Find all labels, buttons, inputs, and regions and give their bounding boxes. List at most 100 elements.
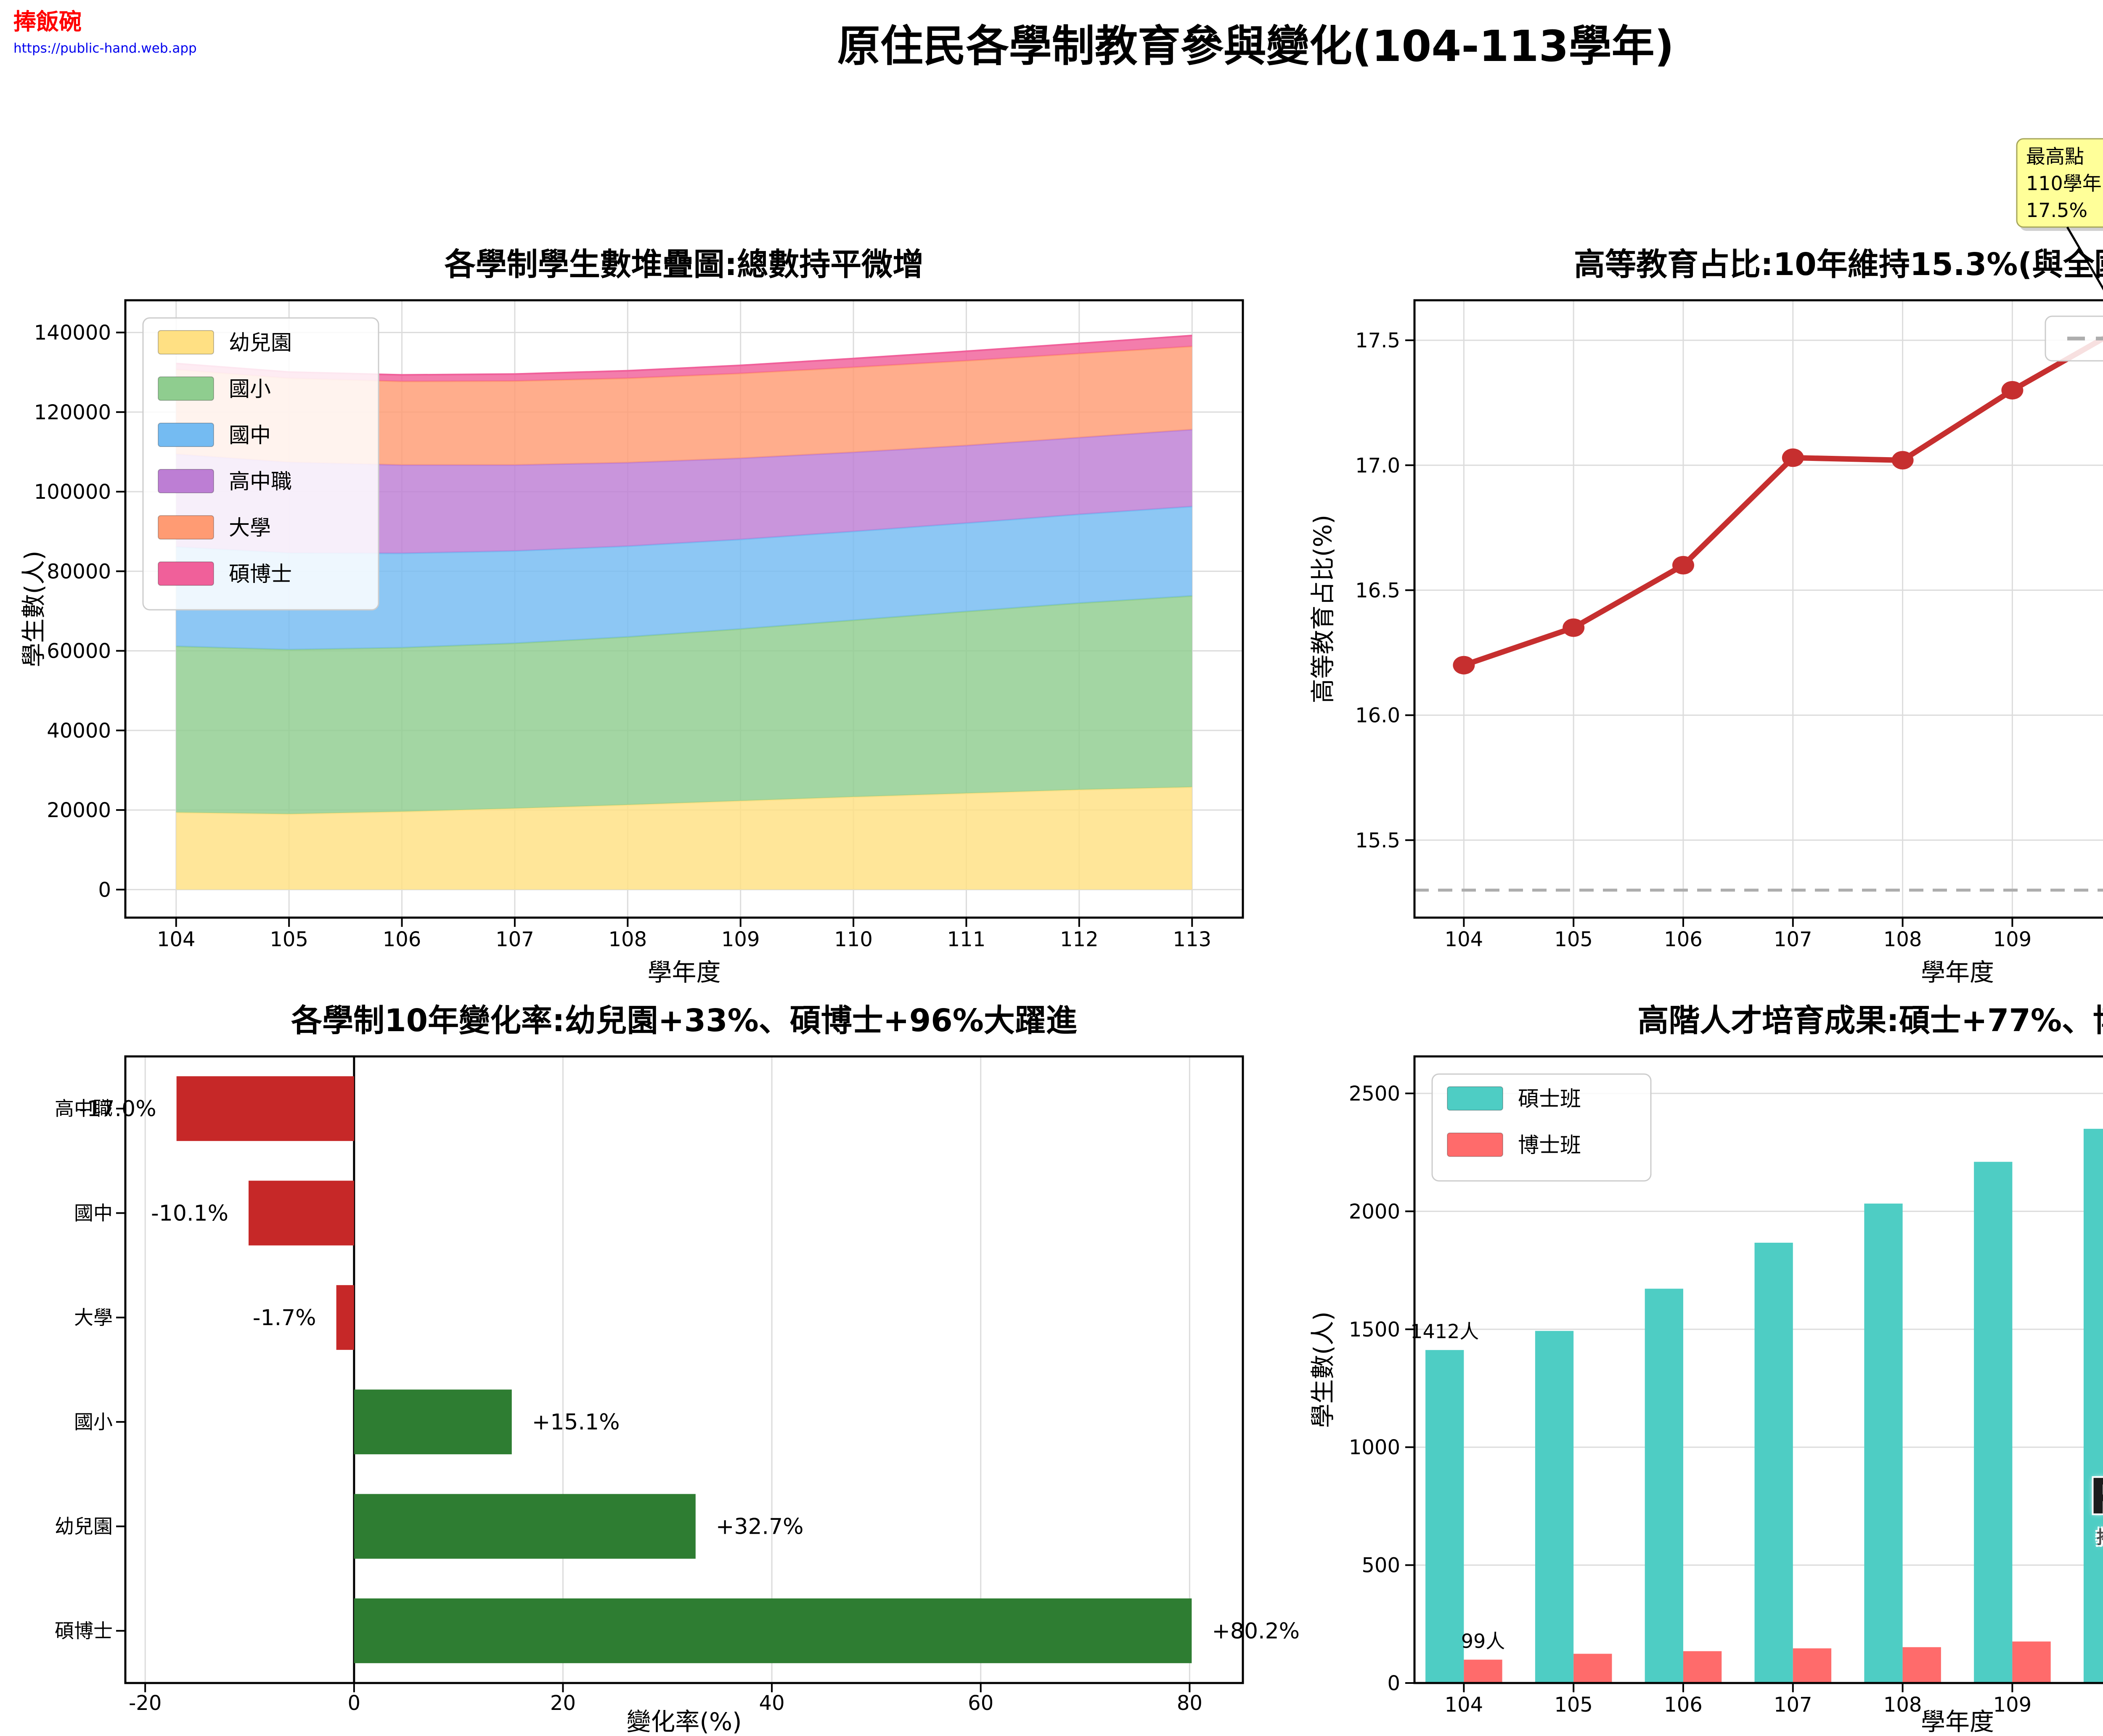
y-tick-label: 16.5 bbox=[1355, 579, 1400, 602]
trend-line bbox=[1461, 335, 2103, 668]
legend-label: 幼兒園 bbox=[229, 331, 292, 355]
bar-doctoral bbox=[1683, 1651, 1722, 1683]
data-point bbox=[1453, 656, 1475, 675]
y-axis-label: 高等教育占比(%) bbox=[1308, 515, 1337, 703]
legend-swatch bbox=[1447, 1133, 1503, 1157]
y-tick-label: 0 bbox=[1387, 1672, 1400, 1695]
axes-spine bbox=[124, 299, 1244, 919]
legend-swatch bbox=[158, 423, 214, 447]
bar-masters bbox=[1974, 1162, 2013, 1683]
hbar bbox=[176, 1076, 354, 1141]
bar-count-label: 1412人 bbox=[1410, 1320, 1479, 1343]
hbar bbox=[336, 1285, 354, 1350]
y-tick-label: 120000 bbox=[34, 401, 111, 424]
area-layer bbox=[176, 506, 1192, 650]
bar-masters bbox=[1754, 1243, 1793, 1683]
x-axis-label: 學年度 bbox=[1921, 1707, 1994, 1736]
bar-doctoral bbox=[1464, 1659, 1502, 1683]
category-tick-label: 國小 bbox=[74, 1410, 113, 1433]
area-layer bbox=[176, 596, 1192, 814]
x-tick-label: 20 bbox=[550, 1691, 576, 1715]
bar-value-label: +32.7% bbox=[716, 1514, 804, 1540]
area-layer bbox=[176, 429, 1192, 553]
legend: 104學年基準(15.3%) bbox=[2045, 315, 2103, 362]
annotation-line: 17.5% bbox=[2026, 199, 2087, 222]
x-tick-label: 106 bbox=[1664, 1693, 1703, 1717]
brand: 捧飯碗 https://public-hand.web.app bbox=[13, 9, 197, 56]
bar-masters bbox=[2083, 1129, 2103, 1683]
category-tick-label: 國中 bbox=[74, 1202, 113, 1225]
x-tick-label: 107 bbox=[1774, 1693, 1812, 1717]
bar-doctoral bbox=[1573, 1654, 1612, 1683]
y-tick-label: 140000 bbox=[34, 321, 111, 345]
x-tick-label: 111 bbox=[947, 928, 986, 951]
chart-title: 高階人才培育成果:碩士+77%、博士+128% bbox=[1637, 1003, 2103, 1039]
axes-spine bbox=[1413, 1055, 2103, 1684]
y-tick-label: 1500 bbox=[1349, 1318, 1400, 1342]
chart-title: 高等教育占比:10年維持15.3%(與全國30.7%差距大) bbox=[1574, 246, 2103, 283]
x-tick-label: 0 bbox=[348, 1691, 361, 1715]
legend-label: 高中職 bbox=[229, 469, 292, 494]
legend-swatch bbox=[1447, 1086, 1503, 1111]
x-tick-label: 60 bbox=[968, 1691, 993, 1715]
bar-masters bbox=[1645, 1289, 1683, 1683]
x-tick-label: 108 bbox=[1883, 928, 1922, 951]
stacked-area-chart: 104 105 106 107 108 109 110 111 112 113 0 20000 4000… bbox=[19, 246, 1244, 987]
y-tick-label: 15.5 bbox=[1355, 829, 1400, 852]
y-tick-label: 80000 bbox=[47, 560, 111, 583]
x-axis-label: 學年度 bbox=[1921, 958, 1994, 987]
annotation: 最高點 110學年 17.5% bbox=[2016, 138, 2103, 291]
y-tick-label: 0 bbox=[98, 878, 111, 902]
bar-value-label: +15.1% bbox=[532, 1410, 620, 1435]
annotation-line: 最高點 bbox=[2026, 145, 2084, 168]
x-tick-label: 104 bbox=[157, 928, 196, 951]
annotation-arrow-line bbox=[2066, 226, 2103, 291]
legend-label: 碩博士 bbox=[229, 562, 292, 586]
x-tick-label: 107 bbox=[1774, 928, 1812, 951]
y-tick-label: 17.0 bbox=[1355, 454, 1400, 477]
axes-spine bbox=[124, 1055, 1244, 1684]
x-tick-label: 110 bbox=[834, 928, 873, 951]
legend-label: 大學 bbox=[229, 516, 271, 540]
graduate-growth-chart: 1041051061071081091101111121130500100015… bbox=[1308, 1003, 2103, 1736]
legend-swatch bbox=[158, 561, 214, 586]
bar-value-label: +80.2% bbox=[1212, 1619, 1300, 1644]
x-tick-label: 108 bbox=[1883, 1693, 1922, 1717]
x-tick-label: 80 bbox=[1177, 1691, 1202, 1715]
y-tick-label: 60000 bbox=[47, 640, 111, 663]
x-tick-label: 105 bbox=[1554, 928, 1593, 951]
y-tick-label: 17.5 bbox=[1355, 329, 1400, 352]
bar-value-label: -17.0% bbox=[79, 1096, 156, 1122]
x-tick-label: 113 bbox=[1173, 928, 1211, 951]
category-tick-label: 高中職 bbox=[55, 1097, 113, 1120]
hbar bbox=[354, 1494, 696, 1559]
area-layer bbox=[176, 787, 1192, 890]
x-tick-label: 108 bbox=[608, 928, 647, 951]
change-rate-chart: 高中職-17.0% 國中 -10.1% 大學 -1.7% 國小 +15.1% 幼兒園 +32.7… bbox=[55, 1003, 1300, 1736]
legend-label: 國中 bbox=[229, 423, 271, 447]
y-axis-label: 學生數(人) bbox=[19, 550, 48, 667]
bar-value-label: -1.7% bbox=[253, 1305, 316, 1331]
data-point bbox=[1672, 556, 1694, 574]
x-tick-label: 107 bbox=[495, 928, 534, 951]
x-tick-label: 106 bbox=[1664, 928, 1703, 951]
category-tick-label: 幼兒園 bbox=[55, 1515, 113, 1538]
legend-swatch bbox=[158, 330, 214, 355]
data-point bbox=[1782, 448, 1804, 467]
x-tick-label: 109 bbox=[1993, 1693, 2032, 1717]
brand-url-link[interactable]: https://public-hand.web.app bbox=[13, 41, 197, 56]
bar-doctoral bbox=[1793, 1648, 1832, 1683]
legend-label: 博士班 bbox=[1518, 1133, 1581, 1157]
y-tick-label: 100000 bbox=[34, 480, 111, 504]
brand-title: 捧飯碗 bbox=[13, 8, 82, 35]
bar-doctoral bbox=[1902, 1647, 1941, 1683]
y-tick-label: 16.0 bbox=[1355, 704, 1400, 728]
chart-title: 各學制10年變化率:幼兒園+33%、碩博士+96%大躍進 bbox=[291, 1003, 1077, 1039]
y-tick-label: 2000 bbox=[1349, 1200, 1400, 1223]
legend-swatch bbox=[158, 469, 214, 493]
data-point bbox=[1891, 451, 1914, 470]
category-tick-label: 碩博士 bbox=[55, 1620, 113, 1642]
